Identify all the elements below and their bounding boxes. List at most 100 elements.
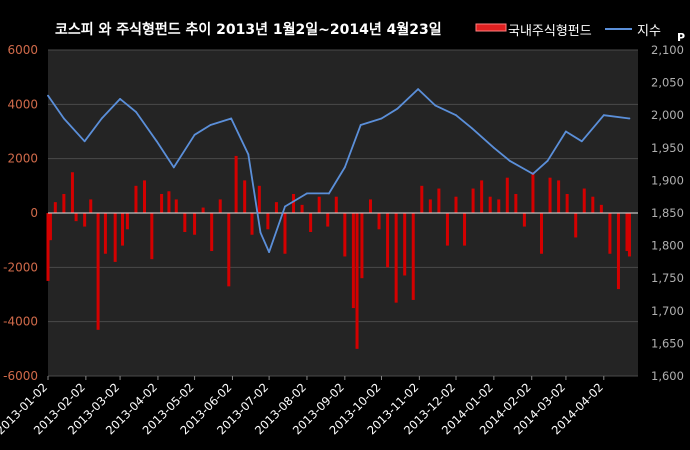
fund-bar [625, 213, 629, 252]
fund-bar [334, 196, 338, 213]
index-point [83, 140, 86, 143]
index-point [565, 130, 567, 133]
fund-bar [420, 185, 424, 213]
fund-bar [531, 172, 535, 213]
y-right-tick-label: 1,650 [651, 336, 684, 350]
fund-bar [62, 193, 66, 213]
fund-bar [183, 213, 187, 233]
y-right-tick-label: 1,950 [651, 141, 684, 155]
fund-bar [343, 213, 347, 257]
fund-bar [514, 193, 518, 213]
chart-title: 코스피 와 주식형펀드 추이 2013년 1월2일~2014년 4월23일 [55, 21, 442, 38]
fund-bar [463, 213, 467, 246]
index-point [306, 192, 308, 195]
fund-bar [351, 213, 355, 309]
legend-line-label: 지수 [637, 24, 661, 39]
fund-bar [386, 213, 390, 268]
index-point [247, 153, 250, 156]
fund-bar [548, 177, 552, 213]
index-point [62, 117, 65, 120]
index-point [193, 133, 196, 136]
y-left-tick-label: -2000 [3, 260, 38, 274]
fund-bar [160, 193, 164, 213]
index-point [268, 251, 270, 254]
y-right-tick-label: 2,000 [651, 108, 684, 122]
index-point [470, 127, 473, 130]
y-right-tick-label: 1,600 [651, 369, 684, 383]
fund-bar [608, 213, 612, 254]
fund-bar [355, 213, 359, 349]
fund-bar [74, 213, 78, 222]
fund-bar [557, 180, 561, 213]
fund-bar [505, 177, 509, 213]
fund-bar [471, 188, 475, 213]
index-point [602, 114, 605, 117]
fund-bar [292, 193, 296, 213]
index-point [580, 140, 583, 143]
fund-bar [360, 213, 364, 279]
index-point [209, 124, 212, 126]
index-point [532, 172, 534, 175]
index-point [230, 117, 233, 120]
fund-bar [218, 199, 222, 213]
fund-bars [46, 155, 631, 349]
y-right-tick-label: 1,750 [651, 271, 684, 285]
legend-bar-label: 국내주식형펀드 [508, 24, 592, 39]
fund-bar [113, 213, 117, 262]
fund-bar [454, 196, 458, 213]
fund-bar [599, 204, 603, 213]
index-point [359, 124, 362, 126]
fund-bar [193, 213, 197, 235]
fund-bar [234, 155, 238, 213]
y-left-tick-label: -4000 [3, 315, 38, 329]
fund-bar [89, 199, 93, 213]
fund-bar [480, 180, 484, 213]
index-point [546, 159, 549, 162]
fund-bar [174, 199, 178, 213]
fund-bar [53, 202, 57, 213]
y-right-tick-label: 1,850 [651, 206, 684, 220]
fund-bar [210, 213, 214, 252]
y-right-tick-label: 1,900 [651, 173, 684, 187]
fund-bar [591, 196, 595, 213]
index-point [135, 111, 137, 113]
index-point [155, 140, 158, 143]
fund-bar [274, 202, 278, 213]
fund-bar [403, 213, 407, 276]
y-left-tick-label: 0 [30, 206, 38, 220]
y-left-tick-label: 2000 [7, 152, 38, 166]
fund-bar [125, 213, 129, 230]
fund-bar [574, 213, 578, 238]
index-point [119, 98, 121, 100]
fund-bar [300, 204, 304, 213]
index-point [47, 94, 49, 97]
fund-bar [46, 213, 50, 281]
fund-bar [627, 213, 631, 257]
y-left-tick-label: -6000 [3, 369, 38, 383]
fund-bar [150, 213, 154, 260]
index-point [492, 146, 495, 149]
fund-bar [250, 213, 254, 235]
fund-bar [437, 188, 441, 213]
fund-bar [522, 213, 526, 227]
fund-bar [48, 213, 52, 241]
index-point [434, 104, 437, 107]
index-point [396, 107, 399, 110]
fund-bar [257, 185, 261, 213]
fund-bar [243, 180, 247, 213]
index-point [172, 166, 175, 169]
index-point [259, 231, 262, 234]
fund-bar [317, 196, 321, 213]
index-point [328, 192, 330, 195]
fund-bar [70, 172, 74, 213]
fund-bar [565, 193, 569, 213]
index-point [380, 117, 383, 120]
fund-bar [83, 213, 87, 227]
fund-bar [201, 207, 205, 213]
index-point [284, 205, 286, 208]
fund-bar [309, 213, 313, 233]
fund-bar [428, 199, 432, 213]
y-right-tick-label: 2,100 [651, 43, 684, 57]
